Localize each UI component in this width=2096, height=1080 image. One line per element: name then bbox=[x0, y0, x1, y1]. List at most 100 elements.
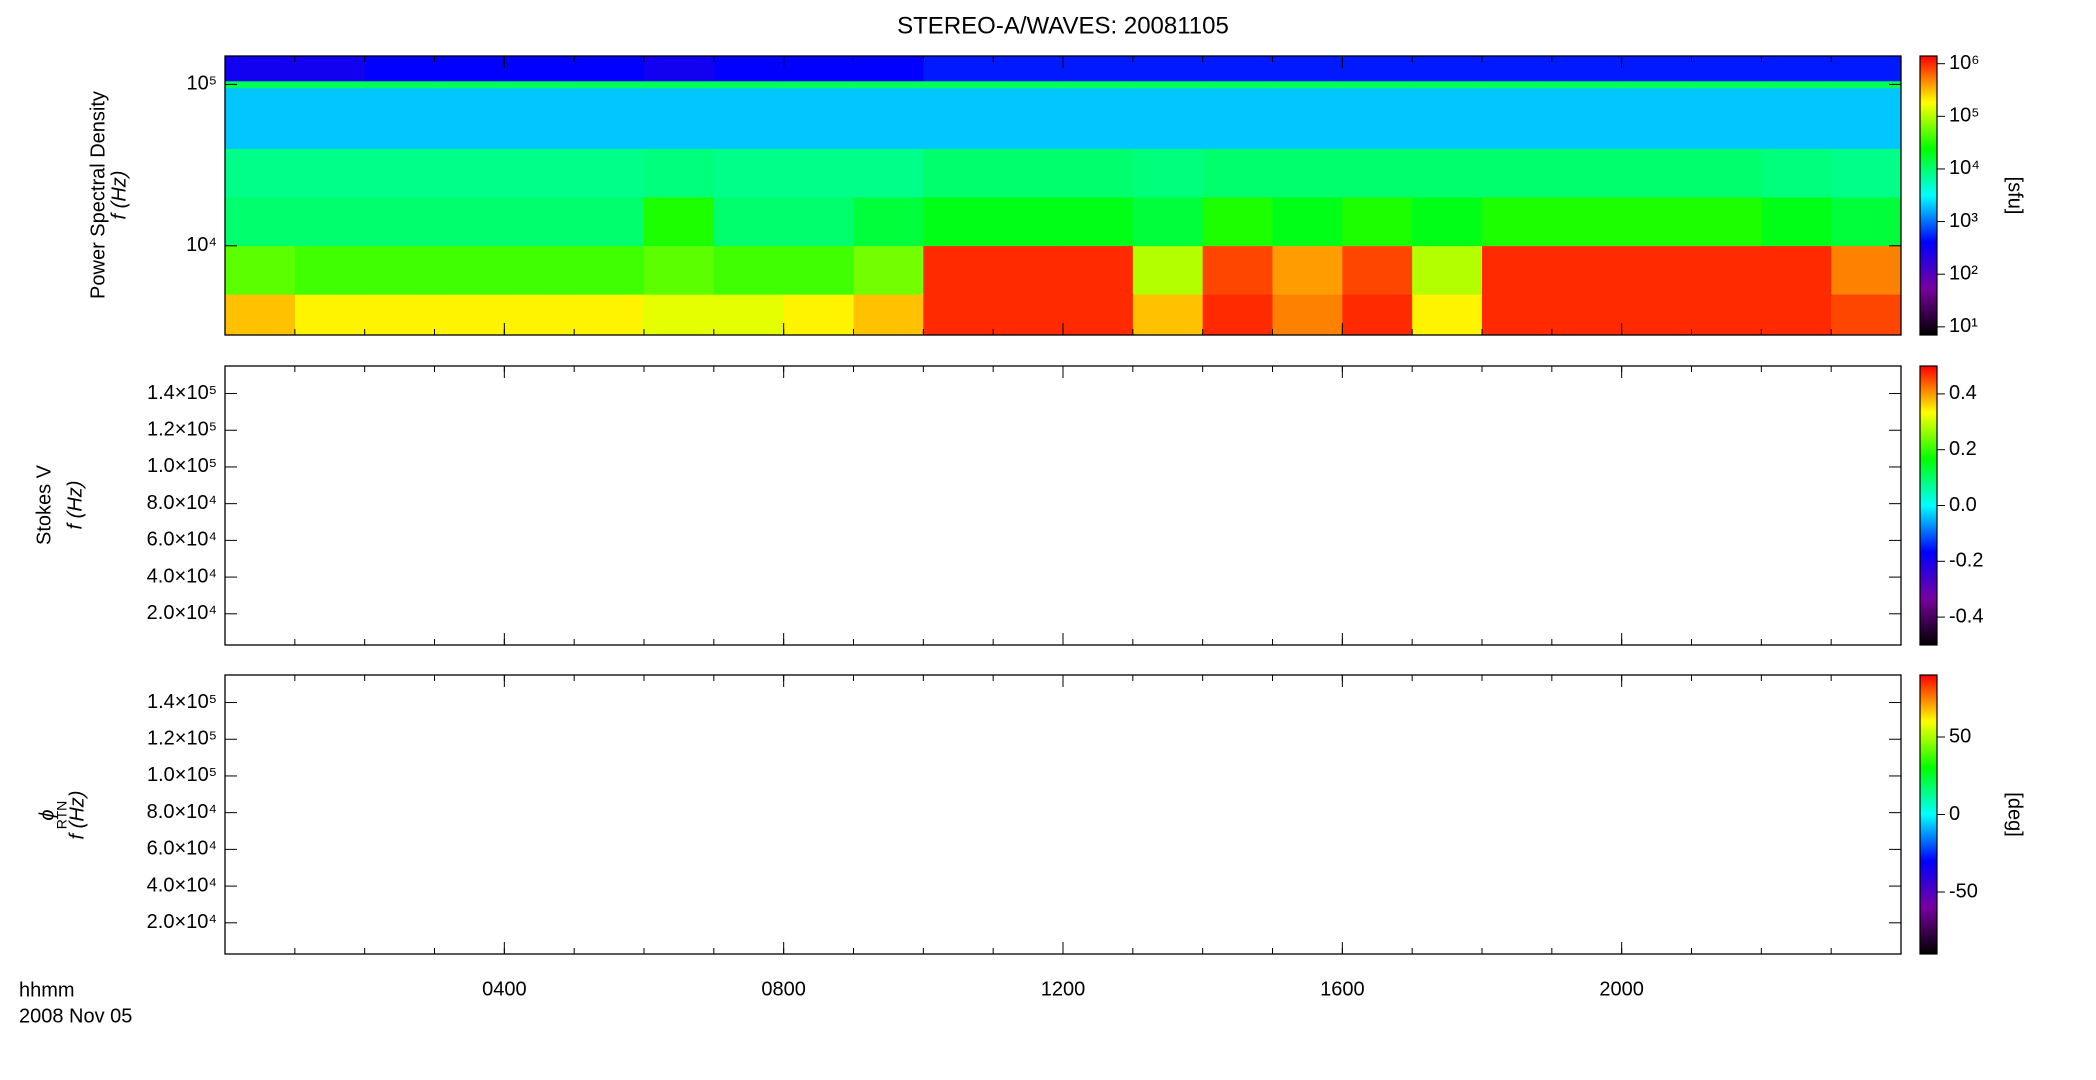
heatmap-cell bbox=[1761, 245, 1832, 295]
colorbar-tick-label: 10⁴ bbox=[1949, 157, 1980, 179]
heatmap-cell bbox=[923, 148, 994, 198]
heatmap-cell bbox=[574, 56, 645, 82]
y-axis-label-subscript: RTN bbox=[54, 801, 70, 830]
heatmap-cell bbox=[1761, 88, 1832, 149]
heatmap-cell bbox=[294, 197, 366, 247]
heatmap-cell bbox=[504, 148, 575, 198]
heatmap-cell bbox=[1761, 56, 1832, 82]
y-tick-label: 1.4×10⁵ bbox=[147, 691, 217, 713]
x-tick-label: 0800 bbox=[761, 978, 806, 1000]
y-tick-label: 8.0×10⁴ bbox=[147, 492, 217, 514]
y-tick-label: 6.0×10⁴ bbox=[147, 838, 217, 860]
heatmap-cell bbox=[1342, 294, 1413, 336]
heatmap-cell bbox=[713, 245, 785, 295]
heatmap-cell bbox=[364, 245, 435, 295]
heatmap-cell bbox=[853, 197, 924, 247]
heatmap-cell bbox=[853, 80, 924, 89]
heatmap-cell bbox=[434, 148, 505, 198]
heatmap-cell bbox=[1342, 148, 1413, 198]
heatmap-cell bbox=[1342, 80, 1413, 89]
heatmap-cell bbox=[225, 56, 296, 82]
x-tick-label: 1600 bbox=[1320, 978, 1365, 1000]
heatmap-cell bbox=[783, 294, 854, 336]
heatmap-cell bbox=[853, 88, 924, 149]
colorbar-label: [deg] bbox=[2004, 792, 2026, 836]
heatmap-cell bbox=[294, 80, 366, 89]
heatmap-cell bbox=[434, 88, 505, 149]
heatmap-cell bbox=[504, 56, 575, 82]
y-tick-label: 10⁴ bbox=[186, 234, 217, 256]
heatmap-cell bbox=[504, 245, 575, 295]
x-axis-label: hhmm bbox=[19, 979, 75, 1001]
heatmap-cell bbox=[783, 245, 854, 295]
heatmap-cell bbox=[434, 56, 505, 82]
heatmap-cell bbox=[1202, 294, 1273, 336]
colorbar-tick-label: -50 bbox=[1949, 880, 1978, 902]
heatmap-cell bbox=[1691, 197, 1762, 247]
heatmap-cell bbox=[225, 245, 296, 295]
heatmap-cell bbox=[1621, 197, 1692, 247]
heatmap-cell bbox=[1412, 88, 1483, 149]
heatmap-cell bbox=[644, 294, 715, 336]
y-tick-label: 1.2×10⁵ bbox=[147, 419, 217, 441]
heatmap-cell bbox=[1202, 56, 1273, 82]
heatmap-cell bbox=[853, 294, 924, 336]
heatmap-cell bbox=[1691, 88, 1762, 149]
heatmap-cell bbox=[783, 80, 854, 89]
heatmap-cell bbox=[1621, 294, 1692, 336]
heatmap-cell bbox=[713, 294, 785, 336]
heatmap-cell bbox=[1831, 245, 1902, 295]
heatmap-cell bbox=[225, 197, 296, 247]
heatmap-cell bbox=[644, 245, 715, 295]
x-tick-label: 2000 bbox=[1599, 978, 1644, 1000]
heatmap-cell bbox=[225, 148, 296, 198]
heatmap-cell bbox=[1551, 294, 1623, 336]
heatmap-cell bbox=[783, 88, 854, 149]
heatmap-cell bbox=[1342, 197, 1413, 247]
heatmap-cell bbox=[434, 80, 505, 89]
heatmap-cell bbox=[713, 197, 785, 247]
heatmap-cell bbox=[225, 88, 296, 149]
colorbar bbox=[1919, 55, 1938, 336]
heatmap-cell bbox=[1621, 148, 1692, 198]
heatmap-cell bbox=[1272, 56, 1343, 82]
heatmap-cell bbox=[713, 88, 785, 149]
y-axis-label: f (Hz) bbox=[64, 481, 86, 530]
y-tick-label: 10⁵ bbox=[186, 73, 217, 95]
colorbar-tick-label: 0 bbox=[1949, 803, 1960, 825]
heatmap-cell bbox=[1272, 148, 1343, 198]
heatmap-cell bbox=[1202, 245, 1273, 295]
heatmap-cell bbox=[504, 197, 575, 247]
y-tick-label: 1.4×10⁵ bbox=[147, 382, 217, 404]
heatmap-cell bbox=[1691, 56, 1762, 82]
x-tick-label: 1200 bbox=[1041, 978, 1086, 1000]
colorbar-tick-label: -0.4 bbox=[1949, 605, 1983, 627]
heatmap-cell bbox=[993, 80, 1064, 89]
heatmap-cell bbox=[504, 80, 575, 89]
heatmap-cell bbox=[923, 197, 994, 247]
heatmap-cell bbox=[1132, 148, 1204, 198]
heatmap-cell bbox=[644, 80, 715, 89]
heatmap-cell bbox=[364, 148, 435, 198]
heatmap-cell bbox=[1551, 245, 1623, 295]
heatmap-cell bbox=[1761, 80, 1832, 89]
heatmap-cell bbox=[923, 88, 994, 149]
heatmap-cell bbox=[713, 148, 785, 198]
heatmap-cell bbox=[1202, 80, 1273, 89]
heatmap-cell bbox=[993, 294, 1064, 336]
heatmap-cell bbox=[1272, 294, 1343, 336]
y-tick-label: 2.0×10⁴ bbox=[147, 911, 217, 933]
heatmap-cell bbox=[1132, 245, 1204, 295]
heatmap-cell bbox=[1761, 197, 1832, 247]
heatmap-cell bbox=[1063, 56, 1134, 82]
heatmap-cell bbox=[364, 80, 435, 89]
heatmap-cell bbox=[504, 88, 575, 149]
heatmap-cell bbox=[1132, 56, 1204, 82]
heatmap-cell bbox=[644, 88, 715, 149]
y-axis-label: Power Spectral Density bbox=[87, 91, 109, 299]
heatmap-cell bbox=[1342, 245, 1413, 295]
heatmap-cell bbox=[1482, 294, 1553, 336]
heatmap-cell bbox=[1551, 148, 1623, 198]
